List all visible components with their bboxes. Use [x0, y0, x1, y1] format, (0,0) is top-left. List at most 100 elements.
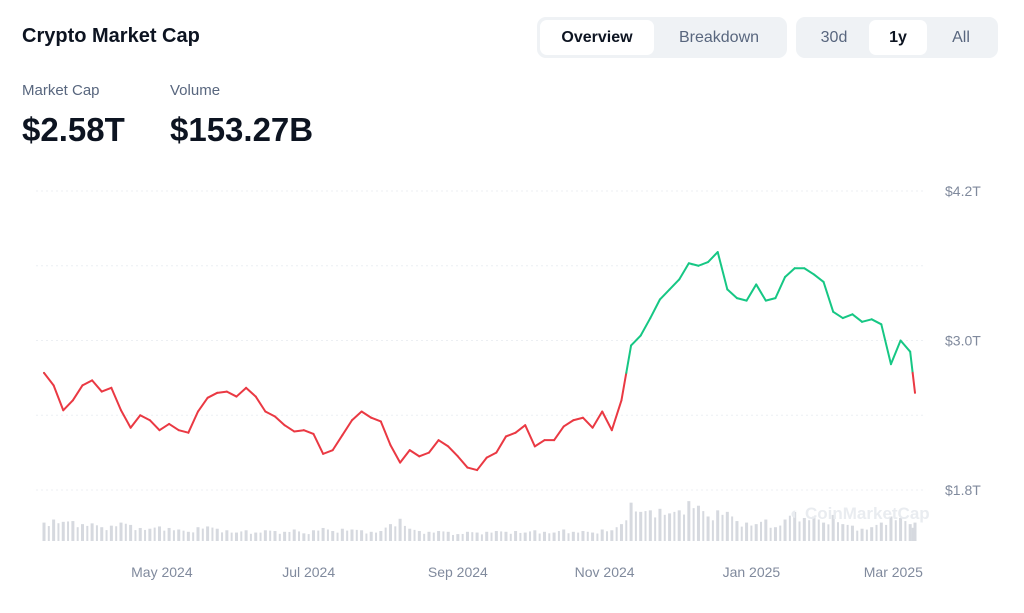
price-line-segment: [389, 444, 402, 464]
price-line-segment: [909, 350, 914, 374]
volume-bar: [860, 528, 864, 541]
volume-bar: [172, 530, 175, 541]
price-line-segment: [697, 261, 710, 267]
volume-bar: [837, 522, 840, 541]
volume-bar: [875, 524, 878, 541]
volume-bar: [850, 525, 854, 541]
volume-bar: [677, 510, 681, 541]
price-line-segment: [71, 384, 84, 402]
volume-bar: [263, 530, 267, 541]
volume-bar: [307, 534, 310, 541]
tab-breakdown[interactable]: Breakdown: [678, 29, 760, 46]
volume-bar: [754, 524, 758, 541]
volume-bar: [894, 520, 897, 541]
volume-bar: [134, 530, 137, 541]
price-line-segment: [476, 456, 488, 472]
volume-bar: [167, 527, 171, 541]
x-tick-label: May 2024: [131, 564, 193, 580]
volume-bar: [292, 529, 296, 541]
volume-bar: [86, 525, 89, 541]
price-line-segment: [312, 432, 325, 455]
volume-bar: [725, 511, 729, 541]
volume-bar: [346, 530, 349, 541]
volume-bar: [153, 527, 156, 541]
price-line-segment: [764, 297, 777, 302]
volume-bar: [856, 530, 859, 541]
price-line-segment: [216, 390, 228, 394]
range-1y[interactable]: 1y: [869, 20, 927, 55]
volume-bar: [581, 531, 585, 541]
price-line-segment: [620, 371, 628, 402]
volume-bar: [779, 525, 782, 541]
price-line-segment: [350, 410, 363, 422]
price-line-segment: [100, 386, 113, 393]
volume-bar: [215, 528, 219, 541]
price-line-segment: [658, 288, 671, 301]
volume-bar: [654, 517, 657, 541]
price-line-segment: [851, 313, 864, 323]
x-tick-label: Jan 2025: [723, 564, 781, 580]
volume-bar: [100, 527, 104, 541]
volume-bar: [413, 529, 416, 541]
price-line-segment: [591, 410, 604, 429]
volume-bar: [899, 518, 903, 541]
volume-bar: [417, 531, 421, 541]
volume-bar: [52, 519, 56, 541]
volume-bar: [490, 532, 493, 541]
price-line-segment: [870, 318, 883, 326]
price-line-segment: [418, 451, 430, 458]
price-line-segment: [495, 435, 507, 454]
volume-bar: [735, 521, 739, 541]
volume-bar: [841, 524, 845, 541]
price-line-segment: [716, 251, 729, 291]
volume-bar: [702, 511, 705, 541]
price-line-segment: [408, 449, 421, 458]
volume-bar: [355, 529, 358, 541]
volume-bar: [186, 531, 190, 541]
price-line-segment: [911, 371, 916, 394]
volume-bar: [369, 531, 373, 541]
volume-bar: [557, 531, 560, 541]
volume-bar: [798, 521, 801, 541]
volume-bar: [827, 524, 830, 541]
price-line-segment: [360, 410, 373, 419]
volume-bar: [600, 529, 604, 541]
watermark-logo: ◐ CoinMarketCap: [790, 504, 930, 523]
x-tick-label: Mar 2025: [864, 564, 923, 580]
price-line-segment: [293, 429, 305, 433]
range-all[interactable]: All: [952, 29, 970, 46]
volume-bar: [692, 508, 695, 541]
volume-bar: [394, 526, 397, 541]
volume-bar: [124, 523, 127, 541]
price-line-segment: [899, 339, 912, 353]
volume-bar: [629, 502, 633, 541]
volume-bar: [519, 532, 522, 541]
volume-bar: [567, 533, 570, 541]
range-toggle: 30d 1y All: [796, 17, 998, 58]
volume-bar: [663, 514, 666, 541]
volume-bar: [388, 524, 392, 541]
volume-bar: [904, 521, 907, 541]
price-line-segment: [553, 425, 565, 442]
volume-bar: [831, 514, 835, 541]
volume-bar: [471, 532, 474, 541]
tab-overview[interactable]: Overview: [540, 20, 654, 55]
volume-bar: [721, 514, 724, 541]
price-line-segment: [649, 298, 661, 320]
y-tick-label: $4.2T: [945, 183, 981, 199]
volume-bar: [105, 530, 108, 541]
volume-bar: [606, 531, 609, 541]
volume-bar: [379, 531, 383, 541]
volume-value: $153.27B: [170, 111, 314, 148]
volume-bar: [365, 533, 368, 541]
price-line-segment: [822, 280, 835, 313]
price-line-segment: [370, 416, 382, 423]
volume-bar: [95, 525, 98, 541]
price-line-segment: [456, 455, 469, 469]
volume-bar: [480, 534, 483, 541]
volume-bar: [71, 521, 75, 541]
range-30d[interactable]: 30d: [820, 29, 848, 46]
volume-bar: [163, 530, 166, 541]
volume-bar: [192, 532, 195, 541]
